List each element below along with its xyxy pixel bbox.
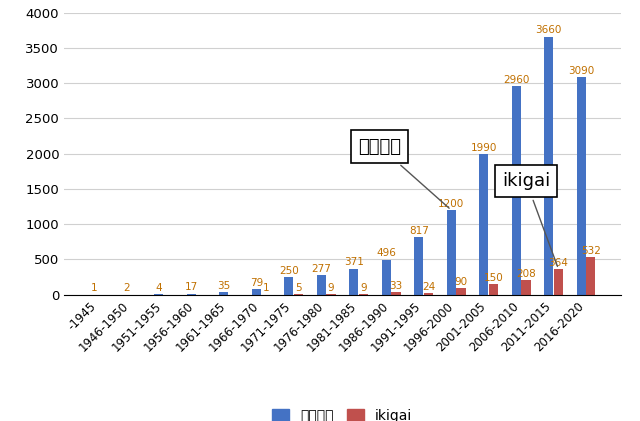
Legend: 生きがい, ikigai: 生きがい, ikigai [267, 404, 418, 421]
Text: 817: 817 [409, 226, 429, 236]
Bar [456, 288, 465, 295]
Text: 33: 33 [389, 281, 403, 291]
Bar [349, 269, 358, 295]
Bar [424, 293, 433, 295]
Text: 1: 1 [263, 283, 269, 293]
Text: 90: 90 [454, 277, 468, 287]
Bar [522, 280, 531, 295]
Text: 150: 150 [484, 273, 503, 283]
Text: 2960: 2960 [503, 75, 529, 85]
Bar [317, 275, 326, 295]
Bar [586, 257, 595, 295]
Text: 35: 35 [217, 281, 230, 291]
Bar [326, 294, 335, 295]
Bar [187, 293, 196, 295]
Bar [479, 155, 488, 295]
Text: 24: 24 [422, 282, 435, 292]
Bar [489, 284, 498, 295]
Text: 371: 371 [344, 257, 364, 267]
Text: 生きがい: 生きがい [358, 138, 449, 208]
Text: 1990: 1990 [470, 143, 497, 153]
Bar [381, 260, 391, 295]
Bar [447, 210, 456, 295]
Bar [359, 294, 368, 295]
Text: 1: 1 [90, 283, 97, 293]
Text: 3090: 3090 [568, 66, 595, 75]
Text: 3660: 3660 [536, 25, 562, 35]
Bar [220, 292, 228, 295]
Text: 9: 9 [328, 283, 334, 293]
Text: 17: 17 [185, 282, 198, 292]
Text: 2: 2 [123, 283, 130, 293]
Text: 364: 364 [548, 258, 568, 268]
Text: ikigai: ikigai [502, 172, 557, 266]
Bar [577, 77, 586, 295]
Bar [554, 269, 563, 295]
Text: 79: 79 [250, 278, 263, 288]
Text: 532: 532 [581, 246, 601, 256]
Text: 5: 5 [295, 283, 302, 293]
Bar [392, 292, 401, 295]
Text: 4: 4 [156, 283, 162, 293]
Text: 250: 250 [279, 266, 299, 276]
Text: 9: 9 [360, 283, 367, 293]
Text: 496: 496 [376, 248, 396, 258]
Bar [511, 86, 521, 295]
Bar [284, 277, 293, 295]
Bar [252, 289, 261, 295]
Bar [414, 237, 423, 295]
Bar [544, 37, 553, 295]
Text: 1200: 1200 [438, 199, 465, 209]
Text: 208: 208 [516, 269, 536, 279]
Text: 277: 277 [311, 264, 332, 274]
